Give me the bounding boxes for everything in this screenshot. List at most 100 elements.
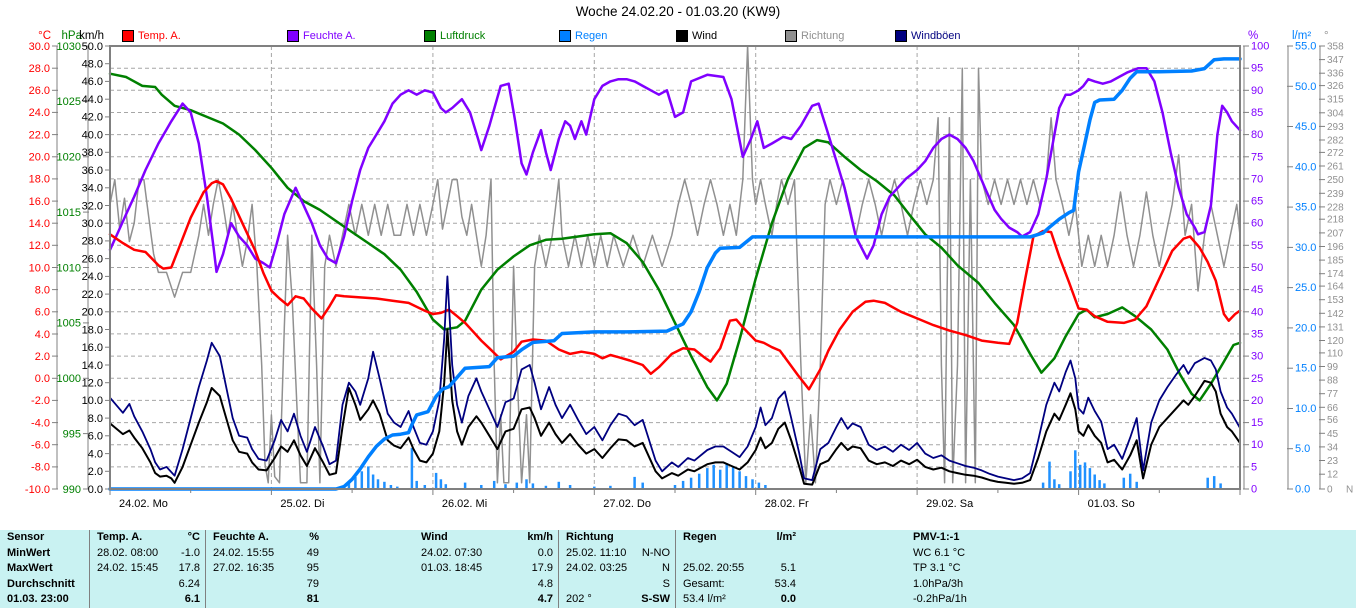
weather-week-chart: °C 30.0 28.0 26.0 24.0 22.0 20.0 18.0 16.0 14.0 12… bbox=[25, 30, 1353, 510]
regen-total: Gesamt: 53.4 bbox=[675, 576, 801, 593]
svg-text:1015: 1015 bbox=[57, 207, 81, 219]
svg-text:26.0: 26.0 bbox=[29, 85, 50, 97]
legend-item-luftdruck: Luftdruck bbox=[424, 29, 485, 42]
svg-text:24.0: 24.0 bbox=[29, 107, 50, 119]
legend-item-regen: Regen bbox=[559, 29, 607, 42]
svg-text:°C: °C bbox=[38, 30, 51, 42]
svg-text:336: 336 bbox=[1327, 69, 1344, 80]
feuchte-min: 24.02. 15:55 49 bbox=[205, 545, 324, 562]
svg-text:0.0: 0.0 bbox=[88, 484, 103, 496]
svg-text:35: 35 bbox=[1251, 329, 1263, 341]
svg-text:46.0: 46.0 bbox=[82, 76, 103, 88]
series-regen bbox=[108, 57, 1242, 491]
wind-max: 01.03. 18:45 17.9 bbox=[421, 562, 553, 575]
regen-max: 25.02. 20:55 5.1 bbox=[675, 561, 801, 577]
svg-text:48.0: 48.0 bbox=[82, 59, 103, 71]
svg-text:15.0: 15.0 bbox=[1295, 363, 1316, 375]
svg-text:1010: 1010 bbox=[57, 262, 81, 274]
svg-text:42.0: 42.0 bbox=[82, 112, 103, 124]
svg-text:22.0: 22.0 bbox=[82, 289, 103, 301]
svg-text:30: 30 bbox=[1251, 351, 1263, 363]
legend-label-luftdruck: Luftdruck bbox=[440, 29, 486, 42]
svg-text:10: 10 bbox=[1251, 439, 1263, 451]
svg-text:261: 261 bbox=[1327, 162, 1344, 173]
svg-text:hPa: hPa bbox=[62, 30, 83, 42]
svg-text:1000: 1000 bbox=[57, 373, 81, 385]
svg-text:24.0: 24.0 bbox=[82, 271, 103, 283]
svg-text:18.0: 18.0 bbox=[82, 324, 103, 336]
col-header-pmv: PMV-1:-1 bbox=[913, 531, 960, 543]
series-feuchte bbox=[108, 66, 1242, 274]
svg-text:5.0: 5.0 bbox=[1295, 443, 1310, 455]
svg-text:14.0: 14.0 bbox=[82, 360, 103, 372]
svg-text:-2.0: -2.0 bbox=[31, 395, 50, 407]
x-axis-day-label: 26.02. Mi bbox=[442, 498, 487, 510]
row-label-durchschnitt: Durchschnitt bbox=[7, 577, 75, 590]
svg-text:25: 25 bbox=[1251, 373, 1263, 385]
page-title: Woche 24.02.20 - 01.03.20 (KW9) bbox=[575, 4, 781, 19]
wind-avg: 4.8 bbox=[537, 577, 553, 590]
svg-text:-10.0: -10.0 bbox=[25, 484, 50, 496]
svg-text:1005: 1005 bbox=[57, 318, 81, 330]
chart-canvas: °C30.028.026.024.022.020.018.016.014.012… bbox=[25, 30, 1353, 510]
svg-text:70: 70 bbox=[1251, 173, 1263, 185]
svg-text:85: 85 bbox=[1251, 107, 1263, 119]
col-header-temp: Temp. A. °C bbox=[89, 530, 205, 546]
svg-text:0.0: 0.0 bbox=[1295, 484, 1310, 496]
svg-text:34.0: 34.0 bbox=[82, 183, 103, 195]
series-windboeen bbox=[109, 275, 1241, 482]
svg-text:185: 185 bbox=[1327, 256, 1344, 267]
svg-text:20.0: 20.0 bbox=[29, 152, 50, 164]
svg-text:77: 77 bbox=[1327, 389, 1339, 400]
svg-text:347: 347 bbox=[1327, 55, 1344, 66]
pmv-windchill: WC 6.1 °C bbox=[913, 546, 966, 559]
wind-current: 4.7 bbox=[537, 593, 553, 606]
svg-text:40.0: 40.0 bbox=[82, 129, 103, 141]
svg-text:1020: 1020 bbox=[57, 152, 81, 164]
temp-max: 24.02. 15:45 17.8 bbox=[89, 561, 205, 577]
svg-text:218: 218 bbox=[1327, 215, 1344, 226]
svg-text:358: 358 bbox=[1327, 42, 1344, 53]
temp-avg: 6.24 bbox=[89, 576, 205, 593]
svg-text:4.0: 4.0 bbox=[35, 329, 50, 341]
legend-item-feuchte: Feuchte A. bbox=[287, 29, 356, 42]
svg-text:196: 196 bbox=[1327, 242, 1344, 253]
series-wind bbox=[109, 328, 1241, 486]
svg-text:°: ° bbox=[1324, 30, 1329, 42]
svg-text:55: 55 bbox=[1251, 240, 1263, 252]
svg-text:0: 0 bbox=[1327, 485, 1333, 496]
legend-swatch-temp bbox=[122, 29, 134, 42]
wind-min: 24.02. 07:30 0.0 bbox=[421, 546, 553, 559]
svg-text:44.0: 44.0 bbox=[82, 94, 103, 106]
svg-text:120: 120 bbox=[1327, 336, 1344, 347]
svg-text:995: 995 bbox=[63, 428, 81, 440]
svg-text:32.0: 32.0 bbox=[82, 200, 103, 212]
legend-label-wind: Wind bbox=[692, 29, 718, 42]
svg-text:15: 15 bbox=[1251, 417, 1263, 429]
svg-text:239: 239 bbox=[1327, 189, 1344, 200]
svg-text:326: 326 bbox=[1327, 81, 1344, 92]
svg-text:N: N bbox=[1346, 485, 1353, 496]
legend-item-windboeen: Windböen bbox=[895, 29, 961, 42]
svg-text:30.0: 30.0 bbox=[29, 41, 50, 53]
svg-text:131: 131 bbox=[1327, 322, 1344, 333]
svg-text:8.0: 8.0 bbox=[35, 284, 50, 296]
chart-legend: Temp. A. Feuchte A. Luftdruck Regen Wind Rich… bbox=[0, 29, 1356, 43]
svg-text:990: 990 bbox=[63, 484, 81, 496]
legend-label-temp: Temp. A. bbox=[138, 29, 181, 42]
pmv-trend-3h: 1.0hPa/3h bbox=[913, 577, 964, 590]
svg-text:250: 250 bbox=[1327, 175, 1344, 186]
richtung-avg: S bbox=[558, 576, 675, 593]
svg-text:100: 100 bbox=[1251, 41, 1269, 53]
svg-text:14.0: 14.0 bbox=[29, 218, 50, 230]
svg-text:228: 228 bbox=[1327, 202, 1344, 213]
svg-text:36.0: 36.0 bbox=[82, 165, 103, 177]
x-axis-day-label: 24.02. Mo bbox=[119, 498, 168, 510]
legend-swatch-windboeen bbox=[895, 29, 907, 42]
svg-text:-8.0: -8.0 bbox=[31, 462, 50, 474]
svg-text:1025: 1025 bbox=[57, 96, 81, 108]
svg-text:26.0: 26.0 bbox=[82, 253, 103, 265]
legend-swatch-feuchte bbox=[287, 29, 299, 42]
svg-text:16.0: 16.0 bbox=[82, 342, 103, 354]
